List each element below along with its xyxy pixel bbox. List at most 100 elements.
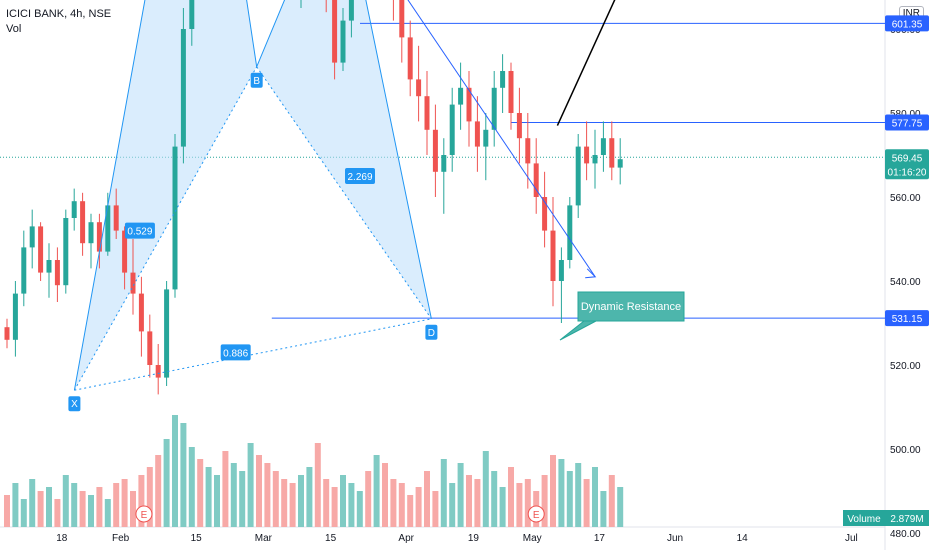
volume-tag (843, 510, 885, 526)
time-tick-label: 15 (325, 533, 337, 544)
time-tick-label: May (523, 533, 542, 544)
level-price-tag (885, 15, 929, 32)
volume-bar (314, 443, 321, 527)
trendline-arrowhead (585, 268, 597, 279)
volume-bar (608, 475, 615, 527)
volume-bar (272, 471, 279, 527)
candle-body (4, 327, 10, 340)
volume-bar (566, 471, 573, 527)
volume-bar (323, 479, 330, 527)
candle-body (138, 293, 144, 332)
candle-body (466, 87, 472, 122)
time-tick-label: 15 (191, 533, 203, 544)
volume-bar (155, 455, 162, 527)
candle-body (558, 260, 564, 281)
volume-bar (331, 487, 338, 527)
volume-bar (474, 479, 481, 527)
volume-bar (466, 475, 472, 527)
volume-bar (62, 475, 69, 527)
level-price-label: 577.75 (892, 118, 923, 129)
candle-body (424, 96, 430, 130)
price-tick-label: 520.00 (890, 361, 921, 372)
volume-bar (138, 475, 145, 527)
candle-body (38, 226, 44, 273)
volume-bar (188, 447, 195, 527)
candle-body (516, 113, 522, 139)
last-price-tag (885, 149, 929, 180)
pattern-point-badge (250, 72, 263, 88)
earnings-marker-label: E (533, 510, 540, 521)
volume-bar (163, 439, 170, 527)
candle-body (525, 138, 531, 164)
volume-bar (172, 415, 178, 527)
candle-body (80, 201, 86, 244)
volume-bar (390, 479, 397, 527)
volume-bar (550, 455, 556, 527)
volume-bar (365, 471, 372, 527)
candle-body (474, 121, 480, 147)
candle-body (332, 0, 338, 63)
volume-bar (449, 483, 456, 527)
pattern-point-badge (68, 396, 81, 412)
volume-bar (54, 499, 61, 527)
candle-body (130, 272, 136, 294)
candle-body (609, 138, 615, 168)
volume-bar (264, 463, 271, 527)
volume-bar (29, 479, 36, 527)
volume-bar (197, 459, 204, 527)
fib-ratio-label: 2.269 (347, 172, 372, 183)
volume-bar (88, 495, 94, 527)
candle-body (105, 205, 111, 252)
volume-bar (508, 467, 514, 527)
volume-bar (121, 479, 128, 527)
volume-bar (205, 467, 212, 527)
price-tick-label: 540.00 (890, 277, 921, 288)
candle-body (155, 365, 161, 378)
volume-indicator-label: Vol (6, 23, 22, 35)
volume-bar (306, 467, 313, 527)
xd-dotted-leg (74, 318, 432, 391)
time-tick-label: Apr (398, 533, 414, 544)
candle-body (71, 201, 77, 218)
bd-dotted-leg (256, 66, 432, 320)
volume-bar (113, 483, 120, 527)
volume-bar (583, 479, 590, 527)
candle-body (432, 129, 438, 172)
volume-bar (46, 487, 52, 527)
candle-body (88, 222, 94, 244)
level-price-label: 601.35 (892, 19, 923, 30)
volume-bar (214, 475, 220, 527)
volume-bar (20, 499, 27, 527)
xb-dotted-leg (73, 66, 258, 391)
time-tick-label: 17 (594, 533, 606, 544)
volume-bar (37, 491, 44, 527)
volume-bar (348, 483, 355, 527)
level-price-label: 531.15 (892, 314, 923, 325)
volume-bar (130, 491, 136, 527)
volume-bar (104, 499, 111, 527)
candle-body (600, 138, 606, 155)
candle-body (12, 293, 18, 340)
candle-body (46, 260, 52, 273)
volume-bar (407, 495, 414, 527)
volume-bar (247, 443, 254, 527)
candle-body (172, 146, 178, 290)
volume-bar (432, 491, 439, 527)
volume-bar (79, 491, 86, 527)
projection-arrow (556, 0, 616, 126)
pattern-point-label: B (253, 76, 260, 87)
volume-bar (298, 475, 304, 527)
candle-body (122, 230, 128, 273)
pattern-point-label: X (71, 399, 78, 410)
volume-bar (71, 483, 78, 527)
candle-body (500, 71, 506, 88)
volume-bar (382, 463, 388, 527)
volume-bar (256, 455, 262, 527)
volume-bar (457, 463, 464, 527)
candle-body (54, 260, 60, 286)
candle-body (96, 222, 102, 252)
volume-bar (424, 471, 430, 527)
volume-bar (12, 483, 19, 527)
pattern-point-badge (425, 324, 438, 340)
